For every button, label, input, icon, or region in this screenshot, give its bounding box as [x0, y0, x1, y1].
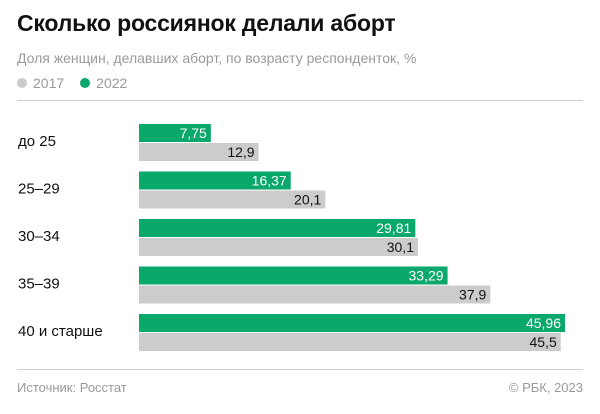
bar-2017 — [139, 238, 418, 256]
bar-2022 — [139, 219, 416, 237]
bar-2022 — [139, 266, 448, 285]
bar-label-2022: 45,96 — [526, 315, 561, 331]
bar-label-2022: 33,29 — [409, 268, 444, 284]
bar-label-2017: 20,1 — [294, 192, 321, 208]
legend-item-2017: 2017 — [17, 75, 64, 91]
copyright-note: © РБК, 2023 — [508, 380, 583, 395]
chart-subtitle: Доля женщин, делавших аборт, по возрасту… — [17, 50, 417, 66]
legend-dot-2022 — [80, 78, 91, 88]
legend: 2017 2022 — [17, 75, 143, 91]
bar-label-2022: 16,37 — [252, 173, 287, 189]
bar-label-2017: 30,1 — [387, 239, 414, 255]
bar-2017 — [139, 190, 326, 209]
bar-label-2022: 7,75 — [180, 125, 207, 141]
divider-top — [17, 100, 583, 101]
bar-2022 — [139, 171, 291, 190]
legend-dot-2017 — [17, 78, 27, 88]
bar-label-2022: 29,81 — [376, 220, 411, 236]
bar-2022 — [139, 124, 211, 142]
chart-title: Сколько россиянок делали аборт — [17, 10, 396, 36]
bar-label-2017: 45,5 — [529, 334, 556, 350]
category-label: 40 и старше — [18, 323, 103, 340]
bar-2017 — [139, 143, 259, 161]
category-label: 25–29 — [18, 181, 60, 198]
category-label: до 25 — [18, 133, 56, 150]
bar-2017 — [139, 333, 561, 351]
bar-label-2017: 12,9 — [227, 144, 254, 160]
bar-2022 — [139, 314, 565, 332]
legend-item-2022: 2022 — [80, 75, 127, 91]
source-note: Источник: Росстат — [17, 380, 127, 395]
bar-2017 — [139, 285, 491, 304]
legend-label-2017: 2017 — [33, 75, 65, 91]
divider-bottom — [17, 369, 583, 370]
legend-label-2022: 2022 — [96, 75, 128, 91]
category-label: 30–34 — [18, 228, 60, 245]
category-label: 35–39 — [18, 276, 60, 293]
bar-label-2017: 37,9 — [459, 287, 486, 303]
